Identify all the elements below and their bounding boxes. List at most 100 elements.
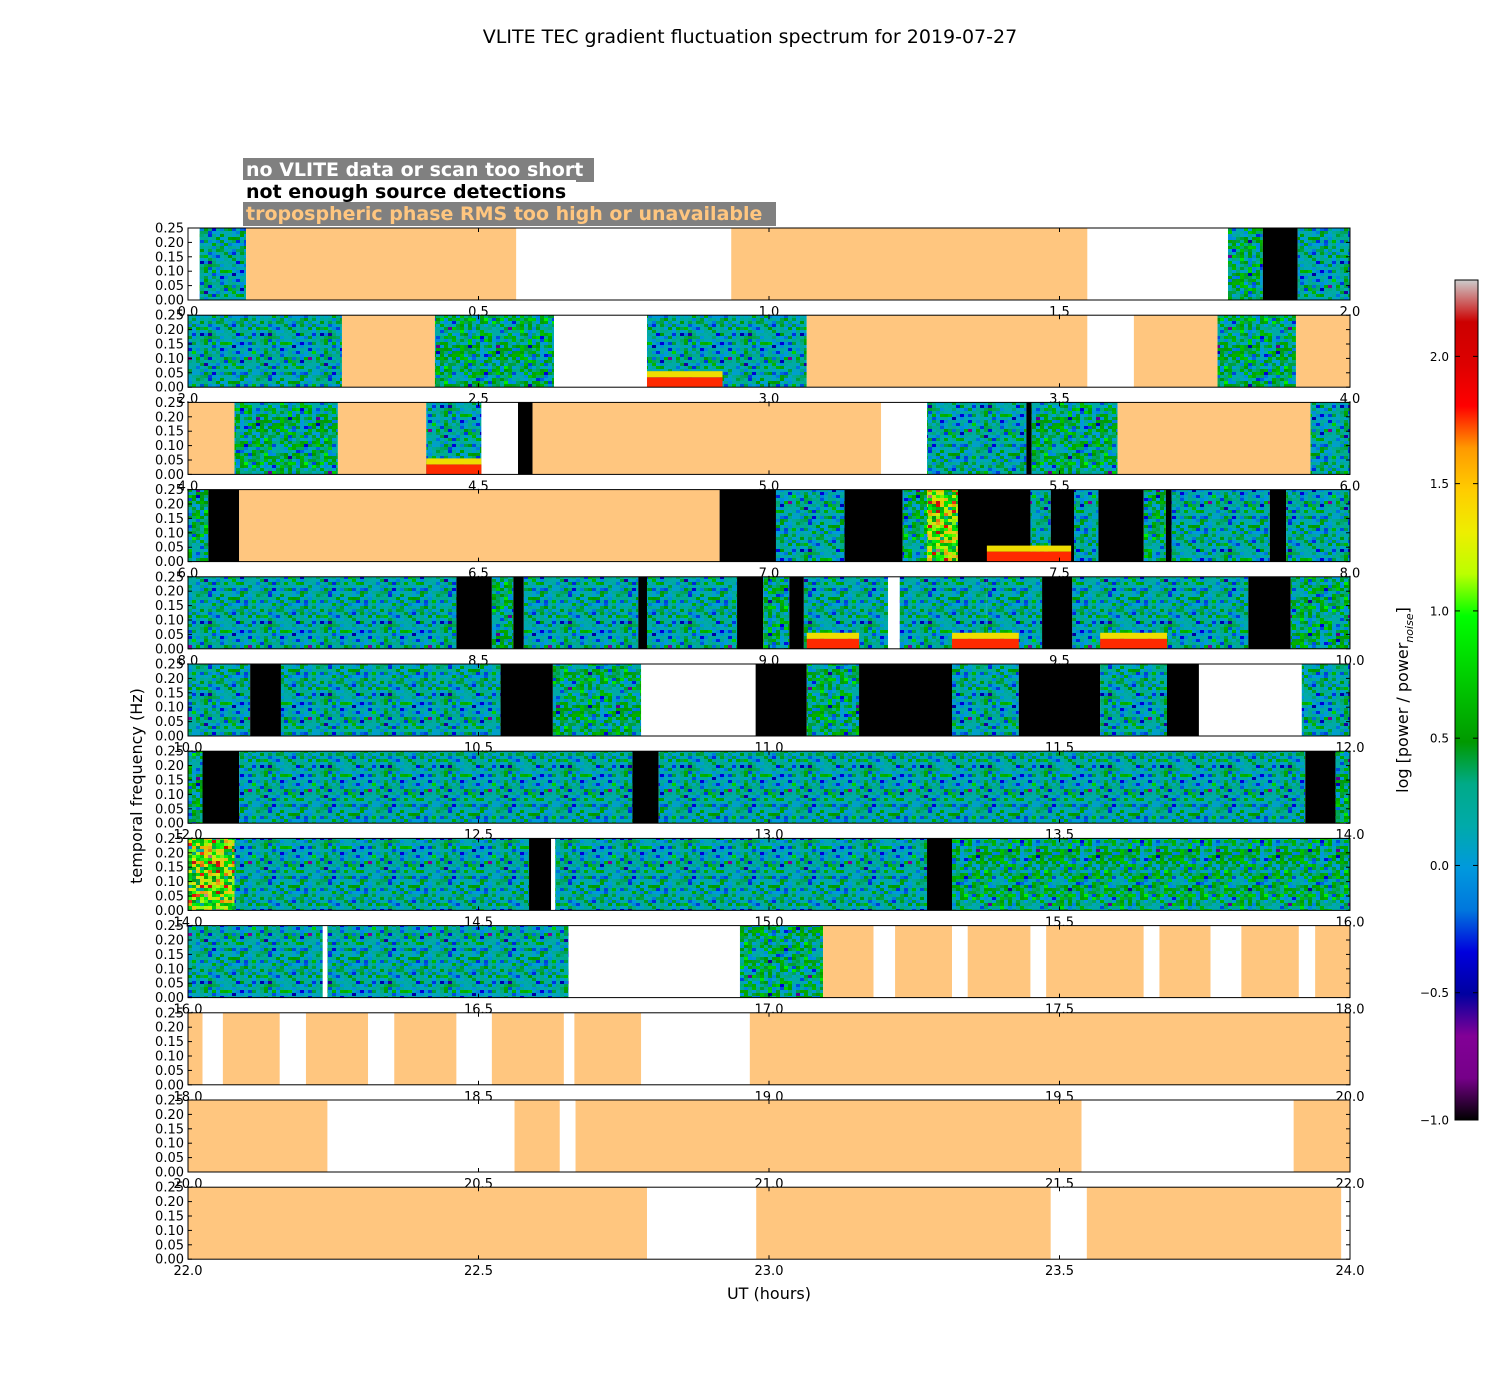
y-tick-label: 0.20 — [155, 759, 184, 774]
segment-D — [188, 751, 203, 824]
y-tick-label: 0.10 — [155, 875, 184, 890]
segment-B — [1248, 576, 1291, 649]
segment-B — [202, 751, 240, 824]
y-tick-label: 0.20 — [155, 323, 184, 338]
y-tick-label: 0.15 — [155, 686, 184, 701]
y-tick-label: 0.05 — [155, 279, 184, 294]
panel-0: 0.000.050.100.150.200.250.0 0.5 1.0 1.5 2.0 — [155, 222, 1360, 321]
y-tick-label: 0.00 — [155, 381, 184, 396]
x-tick-label: 24.0 — [1336, 1264, 1365, 1279]
legend-box-tropo-rms — [243, 202, 776, 226]
segment-D — [658, 751, 1306, 824]
y-tick-label: 0.10 — [155, 701, 184, 716]
y-tick-label: 0.05 — [155, 366, 184, 381]
y-tick-label: 0.25 — [155, 483, 184, 498]
segment-D — [555, 838, 928, 911]
segment-B — [1050, 489, 1075, 562]
highlight-lowfreq-rim — [426, 458, 482, 465]
panel-3: 0.000.050.100.150.200.256.0 6.5 7.0 7.5 8.0 — [155, 483, 1360, 581]
segment-D — [188, 664, 251, 736]
segment-D — [806, 664, 860, 736]
y-tick-label: 0.20 — [155, 672, 184, 687]
segment-T — [1117, 402, 1311, 475]
y-tick-label: 0.25 — [155, 1006, 184, 1021]
segment-D — [199, 228, 247, 300]
y-tick-label: 0.00 — [155, 730, 184, 745]
y-tick-label: 0.15 — [155, 512, 184, 527]
y-tick-label: 0.20 — [155, 846, 184, 861]
segment-W — [1143, 925, 1160, 998]
y-tick-label: 0.00 — [155, 1078, 184, 1093]
segment-T — [188, 1100, 328, 1172]
y-tick-label: 0.10 — [155, 962, 184, 977]
panel-11: 0.000.050.100.150.200.25 22.0 22.5 23.0 23.5… — [155, 1181, 1364, 1280]
colorbar-label: log [power / powernoise] — [1393, 607, 1416, 793]
segment-T — [731, 228, 1088, 300]
segment-W — [551, 838, 556, 911]
colorbar-label-subscript: noise — [1403, 613, 1416, 642]
segment-D — [952, 664, 1019, 736]
segment-B — [529, 838, 552, 911]
segment-D — [239, 751, 633, 824]
segment-D — [188, 576, 457, 649]
y-tick-label: 0.10 — [155, 526, 184, 541]
segment-B — [1026, 402, 1032, 475]
segment-T — [1293, 1100, 1350, 1172]
y-tick-label: 0.20 — [155, 934, 184, 949]
segment-B — [1269, 489, 1287, 562]
y-tick-label: 0.15 — [155, 1035, 184, 1050]
segment-D — [434, 315, 555, 388]
segment-T — [1133, 315, 1218, 388]
y-tick-label: 0.00 — [155, 991, 184, 1006]
highlight-lowfreq — [986, 551, 1072, 562]
segment-B — [513, 576, 524, 649]
panel-1: 0.000.050.100.150.200.252.0 2.5 3.0 3.5 4.0 — [155, 309, 1360, 408]
y-tick-label: 0.10 — [155, 614, 184, 629]
y-tick-label: 0.05 — [155, 541, 184, 556]
segment-W — [559, 1100, 576, 1172]
y-tick-label: 0.15 — [155, 250, 184, 265]
y-tick-label: 0.15 — [155, 1210, 184, 1225]
y-tick-label: 0.20 — [155, 1195, 184, 1210]
segment-D — [1335, 751, 1350, 824]
y-tick-label: 0.25 — [155, 309, 184, 324]
segment-D — [763, 576, 790, 649]
segment-W — [1210, 925, 1242, 998]
segment-D — [775, 489, 845, 562]
y-tick-label: 0.05 — [155, 890, 184, 905]
segment-W — [1298, 925, 1316, 998]
y-tick-label: 0.25 — [155, 745, 184, 760]
segment-W — [568, 925, 740, 998]
segment-W — [368, 1012, 395, 1085]
y-tick-label: 0.25 — [155, 570, 184, 585]
segment-D — [1143, 489, 1166, 562]
segment-B — [927, 838, 953, 911]
y-tick-label: 0.10 — [155, 265, 184, 280]
segment-T — [188, 402, 235, 475]
segment-B — [1262, 228, 1298, 300]
segment-W — [188, 228, 200, 300]
y-tick-label: 0.15 — [155, 338, 184, 353]
segment-T — [574, 1012, 642, 1085]
chart-title: VLITE TEC gradient fluctuation spectrum … — [483, 26, 1017, 48]
segment-B — [844, 489, 903, 562]
y-tick-label: 0.05 — [155, 628, 184, 643]
segment-D — [1074, 489, 1099, 562]
segment-B — [518, 402, 533, 475]
y-tick-label: 0.00 — [155, 294, 184, 309]
y-tick-label: 0.15 — [155, 861, 184, 876]
segment-B — [1018, 664, 1101, 736]
segment-B — [737, 576, 764, 649]
highlight-broadband — [927, 489, 958, 562]
y-tick-label: 0.20 — [155, 585, 184, 600]
segment-T — [222, 1012, 280, 1085]
segment-D — [234, 402, 338, 475]
colorbar-gradient — [1454, 279, 1479, 1121]
segment-B — [859, 664, 953, 736]
y-tick-label: 0.10 — [155, 788, 184, 803]
colorbar-tick-label: 2.0 — [1430, 350, 1449, 364]
segment-W — [481, 402, 519, 475]
y-tick-label: 0.00 — [155, 817, 184, 832]
